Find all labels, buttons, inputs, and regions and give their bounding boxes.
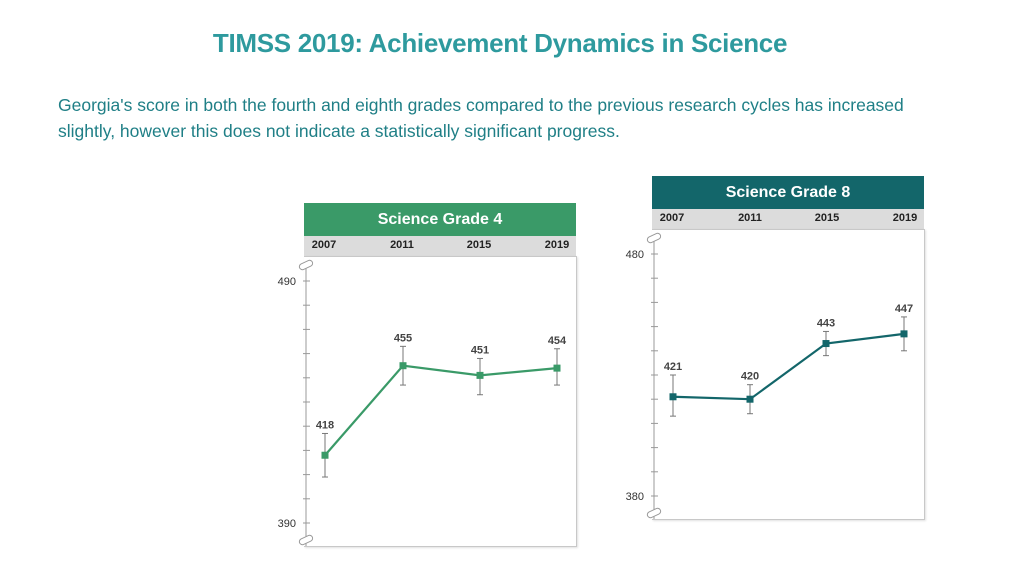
axis-break-mark — [298, 259, 314, 271]
data-point — [669, 393, 677, 401]
data-label: 451 — [471, 344, 489, 356]
data-point — [822, 340, 830, 348]
year-label: 2007 — [659, 212, 685, 224]
data-point — [321, 451, 329, 459]
data-label: 418 — [316, 419, 334, 431]
series-line — [324, 364, 558, 456]
data-label: 421 — [664, 361, 682, 373]
year-label: 2011 — [738, 212, 762, 224]
data-label: 455 — [394, 332, 412, 344]
plot-area — [652, 229, 925, 520]
data-label: 447 — [895, 303, 913, 315]
data-label: 454 — [548, 335, 567, 347]
axis-break-mark — [646, 507, 662, 519]
axis-break-mark — [298, 534, 314, 546]
year-label: 2019 — [544, 239, 570, 251]
chart-title: Science Grade 4 — [304, 203, 576, 236]
data-point — [746, 395, 754, 403]
year-header-bar: 2007 2011 2015 2019 — [652, 209, 924, 230]
series-line — [672, 332, 905, 401]
data-label: 443 — [817, 317, 835, 329]
y-tick-label: 390 — [278, 518, 296, 530]
data-point — [553, 364, 561, 372]
plot-area — [304, 256, 577, 547]
page-title: TIMSS 2019: Achievement Dynamics in Scie… — [212, 28, 788, 58]
data-point — [476, 371, 484, 379]
year-label: 2015 — [466, 239, 492, 251]
y-tick-label: 490 — [278, 276, 296, 288]
data-point — [900, 330, 908, 338]
page-description: Georgia's score in both the fourth and e… — [58, 95, 904, 141]
chart-title: Science Grade 8 — [652, 176, 924, 209]
year-label: 2011 — [390, 239, 414, 251]
year-header-bar: 2007 2011 2015 2019 — [304, 236, 576, 257]
data-label: 420 — [741, 371, 759, 383]
year-label: 2007 — [311, 239, 337, 251]
data-point — [399, 362, 407, 370]
y-tick-label: 380 — [626, 491, 644, 503]
year-label: 2019 — [892, 212, 918, 224]
axis-break-mark — [646, 232, 662, 244]
year-label: 2015 — [814, 212, 840, 224]
y-tick-label: 480 — [626, 249, 644, 261]
